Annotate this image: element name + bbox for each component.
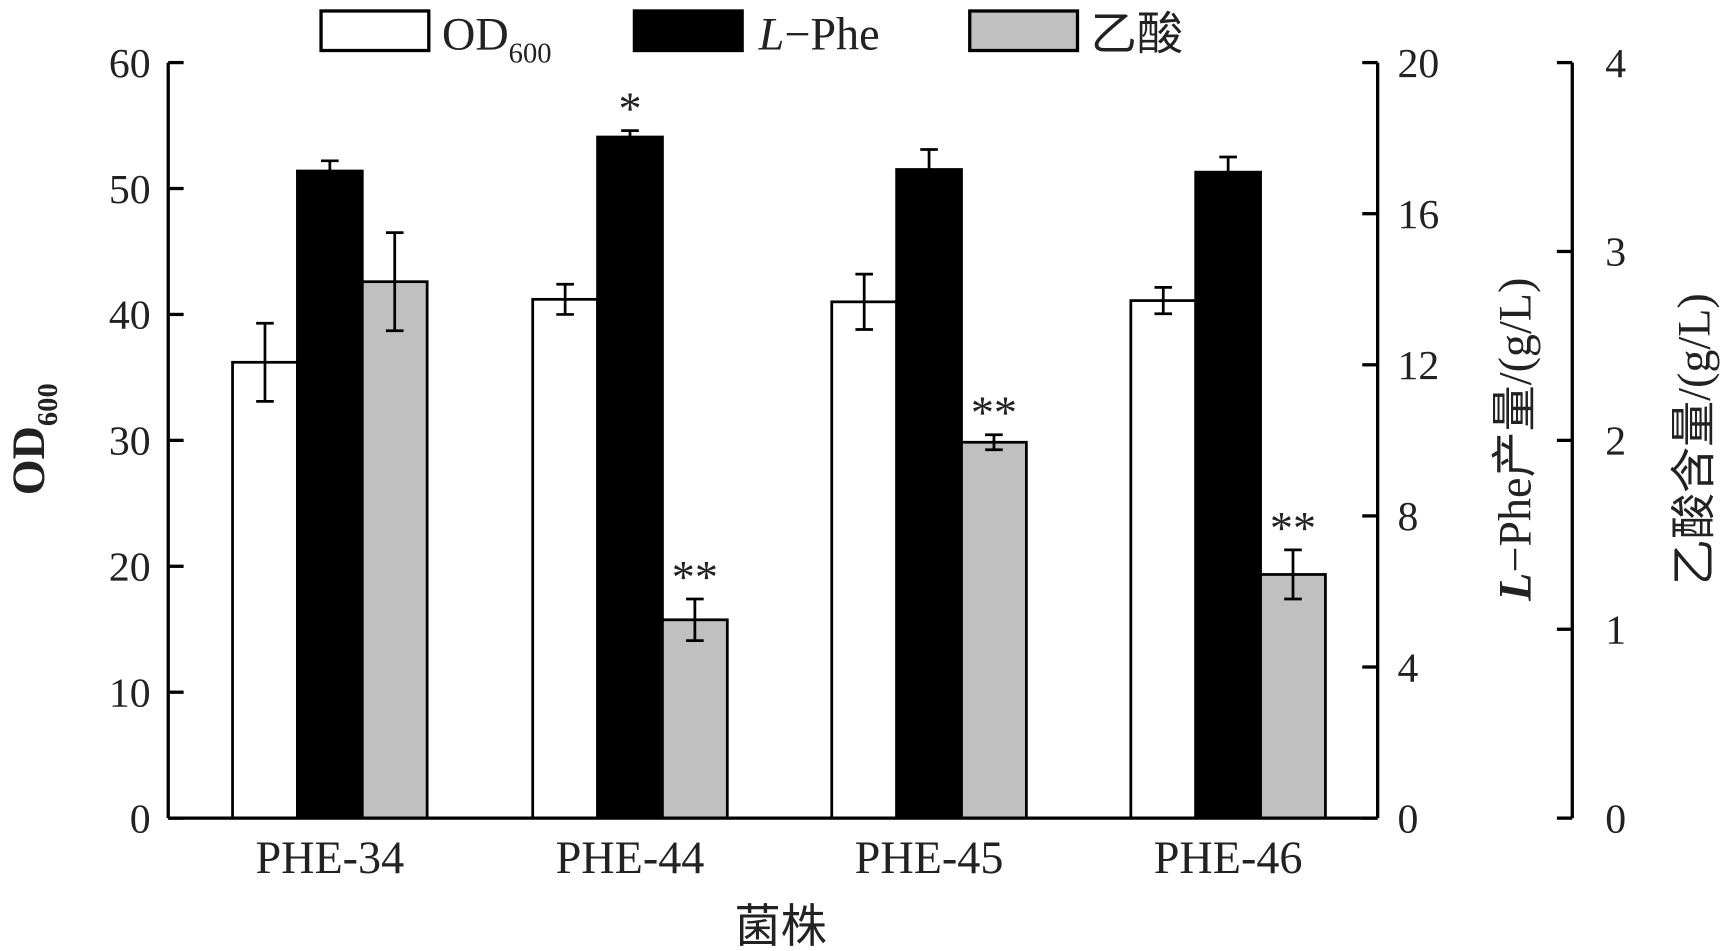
y-tick-label-left: 20	[109, 545, 151, 591]
bar	[1259, 573, 1327, 820]
y-tick-label-right2: 4	[1605, 41, 1626, 87]
significance-label: **	[1270, 502, 1316, 553]
bar	[296, 169, 364, 820]
y-axis-label-right1: L−Phe产量/(g/L)	[1489, 278, 1540, 602]
bar	[596, 135, 664, 820]
significance-label: **	[672, 551, 718, 602]
bar	[1129, 299, 1198, 820]
y-tick-label-right2: 0	[1605, 796, 1626, 842]
y-tick-label-right2: 2	[1605, 419, 1626, 465]
y-tick-label-right1: 20	[1397, 41, 1439, 87]
bar	[830, 300, 899, 820]
y-tick-label-right2: 3	[1605, 230, 1626, 276]
x-tick-label: PHE-46	[1154, 832, 1303, 883]
legend-label-od600: OD600	[442, 8, 552, 69]
x-tick-label: PHE-44	[556, 832, 705, 883]
legend: OD600 L−Phe 乙酸	[319, 8, 1183, 70]
y-axis-label-left: OD600	[3, 383, 64, 495]
x-tick-label: PHE-45	[855, 832, 1004, 883]
y-tick-label-right1: 4	[1397, 645, 1418, 691]
y-axis-label-right2: 乙酸含量/(g/L)	[1669, 293, 1720, 585]
bar	[360, 280, 429, 820]
legend-label-lphe: L−Phe	[758, 8, 880, 59]
y-tick-label-right1: 8	[1397, 494, 1418, 540]
significance-label: *	[618, 83, 641, 134]
y-tick-label-right1: 12	[1397, 343, 1439, 389]
bar	[960, 440, 1028, 820]
y-tick-label-right1: 0	[1397, 796, 1418, 842]
legend-swatch-acetic	[968, 9, 1080, 53]
legend-swatch-od600	[319, 9, 431, 53]
bar	[661, 618, 729, 820]
legend-swatch-lphe	[632, 9, 744, 53]
y-tick-label-left: 50	[109, 167, 151, 213]
bar	[531, 297, 599, 820]
x-tick-label: PHE-34	[255, 832, 404, 883]
y-tick-label-left: 0	[130, 796, 151, 842]
legend-label-acetic: 乙酸	[1091, 8, 1183, 59]
y-tick-label-left: 10	[109, 670, 151, 716]
y-tick-label-right1: 16	[1397, 192, 1439, 238]
y-tick-label-left: 40	[109, 293, 151, 339]
y-tick-label-left: 60	[109, 41, 151, 87]
x-axis-label: 菌株	[734, 901, 826, 951]
bar	[895, 168, 963, 820]
y-tick-label-right2: 1	[1605, 608, 1626, 654]
significance-label: **	[971, 387, 1017, 438]
y-tick-label-left: 30	[109, 419, 151, 465]
bar	[231, 360, 299, 820]
bar	[1194, 170, 1262, 820]
